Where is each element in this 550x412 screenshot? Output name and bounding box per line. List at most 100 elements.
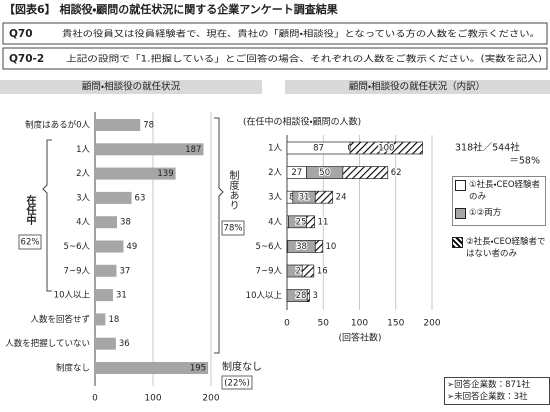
footnotes: ➢回答企業数：871社 ➢未回答企業数：3社 [444, 377, 550, 405]
note: 318社／544社 [455, 142, 520, 154]
value-label: 195 [190, 364, 206, 374]
question-text: 上記の設問で「1.把握している」とご回答の場合、それぞれの人数をご教示ください。… [66, 53, 542, 65]
y-tick-label: 制度なし [56, 363, 90, 374]
y-tick-label: 1人 [268, 144, 282, 154]
chart-title: 顧問・相談役の就任状況 [82, 81, 181, 93]
bar [95, 119, 141, 131]
annotation-box [18, 234, 42, 250]
value-label: 62 [391, 168, 402, 178]
value-label: 37 [119, 266, 130, 276]
question-box [2, 22, 548, 45]
footnote: ➢未回答企業数：3社 [447, 392, 528, 402]
bar [95, 240, 124, 253]
y-tick-label: 2人 [76, 169, 90, 179]
x-tick-label: 200 [423, 319, 440, 329]
annotation: 制度なし [222, 360, 262, 373]
value-label: 3 [312, 291, 317, 301]
question-box [2, 47, 548, 70]
value-label: 50 [319, 168, 330, 178]
value-label: 25 [296, 217, 307, 227]
y-tick-label: 3人 [76, 193, 90, 203]
y-tick-label: 10人以上 [54, 291, 91, 301]
legend-swatch [452, 237, 463, 248]
bar [95, 313, 106, 326]
value-label: 139 [157, 169, 173, 179]
value-label: 38 [296, 242, 307, 252]
value-label: 18 [108, 315, 119, 325]
bar-segment [314, 190, 334, 204]
value-label: 31 [116, 291, 127, 301]
x-tick-label: 50 [318, 319, 330, 329]
chart-banner [285, 80, 550, 94]
value-label: 10 [326, 242, 337, 252]
footnote: ➢回答企業数：871社 [447, 380, 530, 390]
value-label: 28 [296, 291, 307, 301]
value-label: 87 [313, 144, 324, 154]
bar-segment [306, 289, 310, 302]
x-tick-label: 150 [387, 319, 404, 329]
chart-title: 顧問・相談役の就任状況（内訳） [349, 81, 485, 93]
x-tick-label: 100 [144, 394, 161, 404]
y-tick-label: 2人 [268, 168, 282, 178]
bar-segment [342, 166, 389, 179]
value-label: 100 [378, 144, 394, 154]
value-label: 187 [185, 145, 201, 155]
y-tick-label: 5~6人 [64, 242, 91, 252]
legend: ①社長・CEO経験者のみ ①②両方 ②社長・CEO経験者ではない者のみ [452, 176, 546, 264]
y-tick-label: 人数を把握していない [5, 338, 90, 349]
annotation-box [221, 375, 253, 390]
question-text: 貴社の役員又は役員経験者で、現在、貴社の「顧問・相談役」となっている方の人数をご… [62, 28, 540, 40]
value-label: 36 [119, 339, 130, 349]
legend-label: ②社長・CEO経験者ではない者のみ [466, 237, 546, 259]
figure-title: 【図表6】 相談役・顧問の就任状況に関する企業アンケート調査結果 [4, 2, 338, 16]
bar [95, 216, 118, 229]
legend-item: ②社長・CEO経験者ではない者のみ [452, 236, 546, 260]
bar [95, 191, 132, 204]
chart-subtitle: (在任中の相談役・顧問の人数) [243, 116, 361, 128]
value-label: 63 [135, 193, 146, 203]
annotation-box [221, 220, 245, 236]
y-tick-label: 10人以上 [246, 291, 283, 301]
y-tick-label: 7~9人 [64, 266, 91, 276]
legend-group: ①社長・CEO経験者のみ ①②両方 [452, 176, 546, 226]
value-label: 31 [299, 193, 310, 203]
value-label: 8 [289, 193, 294, 203]
question-id: Q70 [9, 28, 33, 40]
legend-swatch [455, 208, 466, 219]
bar-segment [301, 264, 315, 278]
bar [95, 362, 209, 374]
y-tick-label: 5~6人 [256, 242, 283, 252]
bracket [42, 139, 52, 292]
annotation: 78% [224, 224, 243, 234]
value-label: 49 [126, 242, 137, 252]
annotation: 在任中 [24, 194, 37, 226]
y-tick-label: 3人 [268, 193, 282, 203]
bar-segment [349, 141, 423, 155]
value-label: 11 [318, 217, 329, 227]
legend-swatch [455, 180, 466, 191]
annotation: 62% [21, 238, 40, 248]
y-tick-label: 7~9人 [256, 267, 283, 277]
bar [95, 264, 117, 277]
x-tick-label: 0 [284, 319, 290, 329]
x-tick-label: 200 [202, 394, 219, 404]
legend-label: ①社長・CEO経験者のみ [469, 180, 541, 202]
annotation: (22%) [224, 379, 250, 389]
value-label: 38 [120, 218, 131, 228]
question-id: Q70-2 [9, 53, 44, 65]
value-label: 24 [336, 193, 347, 203]
bar [95, 167, 176, 180]
bar [95, 143, 204, 156]
chart-banner [0, 80, 262, 94]
x-axis-label: (回答社数) [338, 332, 381, 344]
bar-segment [314, 240, 323, 253]
bar-segment [306, 215, 315, 229]
legend-item: ①②両方 [455, 207, 543, 219]
value-label: 27 [291, 168, 302, 178]
legend-item: ①社長・CEO経験者のみ [455, 179, 543, 203]
y-tick-label: 4人 [76, 218, 90, 228]
annotation: 制度あり [227, 169, 239, 210]
y-tick-label: 人数を回答せず [30, 314, 90, 325]
